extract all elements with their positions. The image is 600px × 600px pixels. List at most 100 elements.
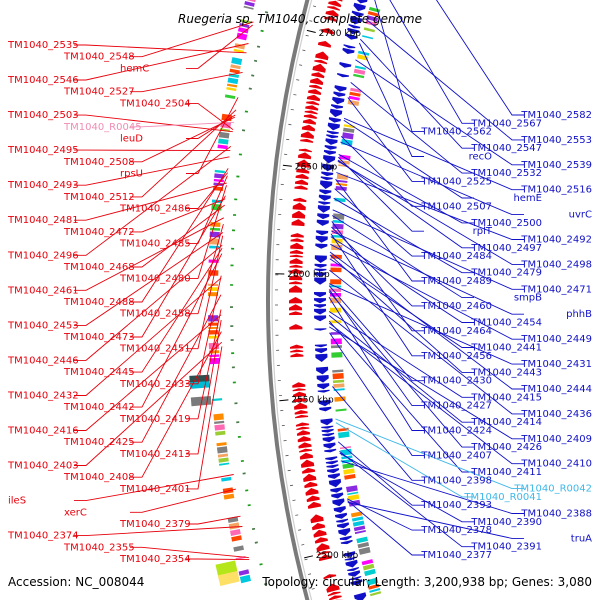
minor-tick bbox=[285, 454, 289, 457]
reverse-gene bbox=[314, 315, 327, 322]
forward-gene bbox=[294, 410, 308, 415]
right-gene-label: TM1040_2500 bbox=[470, 218, 542, 229]
right-gene-label: TM1040_2415 bbox=[470, 392, 542, 403]
right-leader-line bbox=[337, 156, 424, 232]
marker-dot bbox=[234, 198, 238, 201]
cog-inner-block bbox=[330, 338, 342, 345]
minor-tick bbox=[295, 514, 299, 516]
reverse-gene bbox=[336, 518, 349, 523]
cog-outer-block bbox=[238, 569, 250, 576]
reverse-gene bbox=[323, 155, 336, 164]
cog-inner-block bbox=[343, 127, 355, 133]
left-leader-line bbox=[74, 44, 247, 54]
cog-inner-block bbox=[342, 132, 354, 140]
marker-dot bbox=[251, 527, 256, 531]
right-gene-label: TM1040_2436 bbox=[520, 409, 592, 420]
marker-dot bbox=[237, 435, 241, 438]
cog-outer-block bbox=[231, 535, 242, 542]
cog-inner-block bbox=[336, 173, 349, 180]
cog-outer-block bbox=[209, 357, 220, 365]
cog-outer-block bbox=[218, 138, 229, 145]
left-gene-label: TM1040_2416 bbox=[7, 426, 79, 437]
forward-gene bbox=[289, 311, 303, 316]
marker-dot bbox=[251, 74, 255, 77]
accession-text: Accession: NC_008044 bbox=[8, 575, 144, 589]
cog-inner-block bbox=[367, 11, 380, 17]
forward-gene bbox=[294, 185, 308, 190]
right-leader-line bbox=[340, 135, 424, 207]
forward-gene bbox=[294, 179, 309, 186]
forward-gene bbox=[318, 554, 332, 562]
right-leader-line bbox=[331, 215, 474, 299]
marker-dot bbox=[254, 541, 258, 544]
forward-gene bbox=[303, 114, 317, 119]
cog-inner-block bbox=[366, 577, 379, 586]
reverse-gene bbox=[316, 219, 329, 226]
left-leader-line bbox=[186, 346, 223, 490]
cog-inner-block bbox=[363, 27, 375, 33]
reverse-gene bbox=[328, 478, 342, 488]
right-leader-line bbox=[340, 141, 524, 216]
tick-label: 2600 kbp bbox=[287, 270, 330, 280]
reverse-gene bbox=[326, 464, 339, 468]
marker-dot bbox=[256, 45, 261, 48]
right-leader-line bbox=[328, 289, 424, 407]
left-leader-line bbox=[130, 168, 229, 303]
cog-inner-block bbox=[353, 73, 365, 79]
major-tick bbox=[306, 29, 316, 33]
minor-tick bbox=[302, 49, 306, 52]
forward-gene bbox=[296, 159, 311, 168]
right-leader-line bbox=[334, 188, 424, 257]
reverse-gene bbox=[314, 263, 327, 268]
cog-inner-block bbox=[352, 520, 365, 527]
forward-gene bbox=[314, 537, 328, 544]
left-leader-line bbox=[130, 116, 236, 163]
right-gene-label: TM1040_2424 bbox=[420, 426, 492, 437]
marker-dot bbox=[238, 153, 242, 156]
forward-gene bbox=[289, 268, 303, 274]
cog-outer-block bbox=[214, 173, 225, 179]
marker-dot bbox=[259, 563, 263, 566]
forward-gene bbox=[295, 414, 309, 419]
forward-gene bbox=[295, 173, 309, 180]
marker-dot bbox=[231, 366, 235, 369]
cog-inner-block bbox=[331, 352, 343, 358]
right-gene-label: TM1040_2516 bbox=[520, 185, 592, 196]
forward-gene bbox=[290, 353, 304, 358]
left-leader-line bbox=[130, 71, 243, 93]
left-leader-line bbox=[74, 232, 224, 326]
cog-inner-block bbox=[332, 369, 344, 373]
left-leader-line bbox=[130, 121, 235, 128]
right-leader-line bbox=[329, 254, 474, 373]
left-gene-label: TM1040_2403 bbox=[7, 461, 79, 472]
reverse-gene bbox=[331, 492, 344, 499]
cog-outer-block bbox=[223, 493, 235, 500]
forward-gene bbox=[289, 264, 303, 268]
forward-gene bbox=[289, 254, 303, 258]
reverse-gene bbox=[320, 180, 333, 189]
right-gene-label: TM1040_2532 bbox=[470, 168, 542, 179]
left-gene-label: ileS bbox=[8, 496, 26, 507]
reverse-gene bbox=[314, 272, 327, 277]
marker-dot bbox=[248, 87, 252, 90]
cog-inner-block bbox=[356, 54, 369, 61]
left-gene-label: TM1040_2548 bbox=[63, 52, 135, 63]
forward-gene bbox=[301, 124, 316, 132]
forward-gene bbox=[316, 543, 330, 552]
reverse-gene bbox=[333, 91, 346, 97]
cog-outer-block bbox=[214, 424, 225, 431]
cog-inner-block bbox=[334, 197, 346, 203]
left-leader-line bbox=[74, 217, 225, 291]
left-leader-line bbox=[186, 235, 224, 350]
forward-gene bbox=[302, 467, 316, 474]
forward-gene bbox=[325, 10, 339, 18]
reverse-gene bbox=[351, 10, 364, 17]
reverse-gene bbox=[316, 230, 329, 236]
cog-inner-block bbox=[336, 179, 348, 183]
reverse-gene bbox=[330, 487, 343, 493]
reverse-gene bbox=[320, 176, 333, 181]
left-gene-label: TM1040_2546 bbox=[7, 75, 79, 86]
right-gene-label: phhB bbox=[566, 309, 592, 320]
right-gene-label: TM1040_2430 bbox=[420, 376, 492, 387]
